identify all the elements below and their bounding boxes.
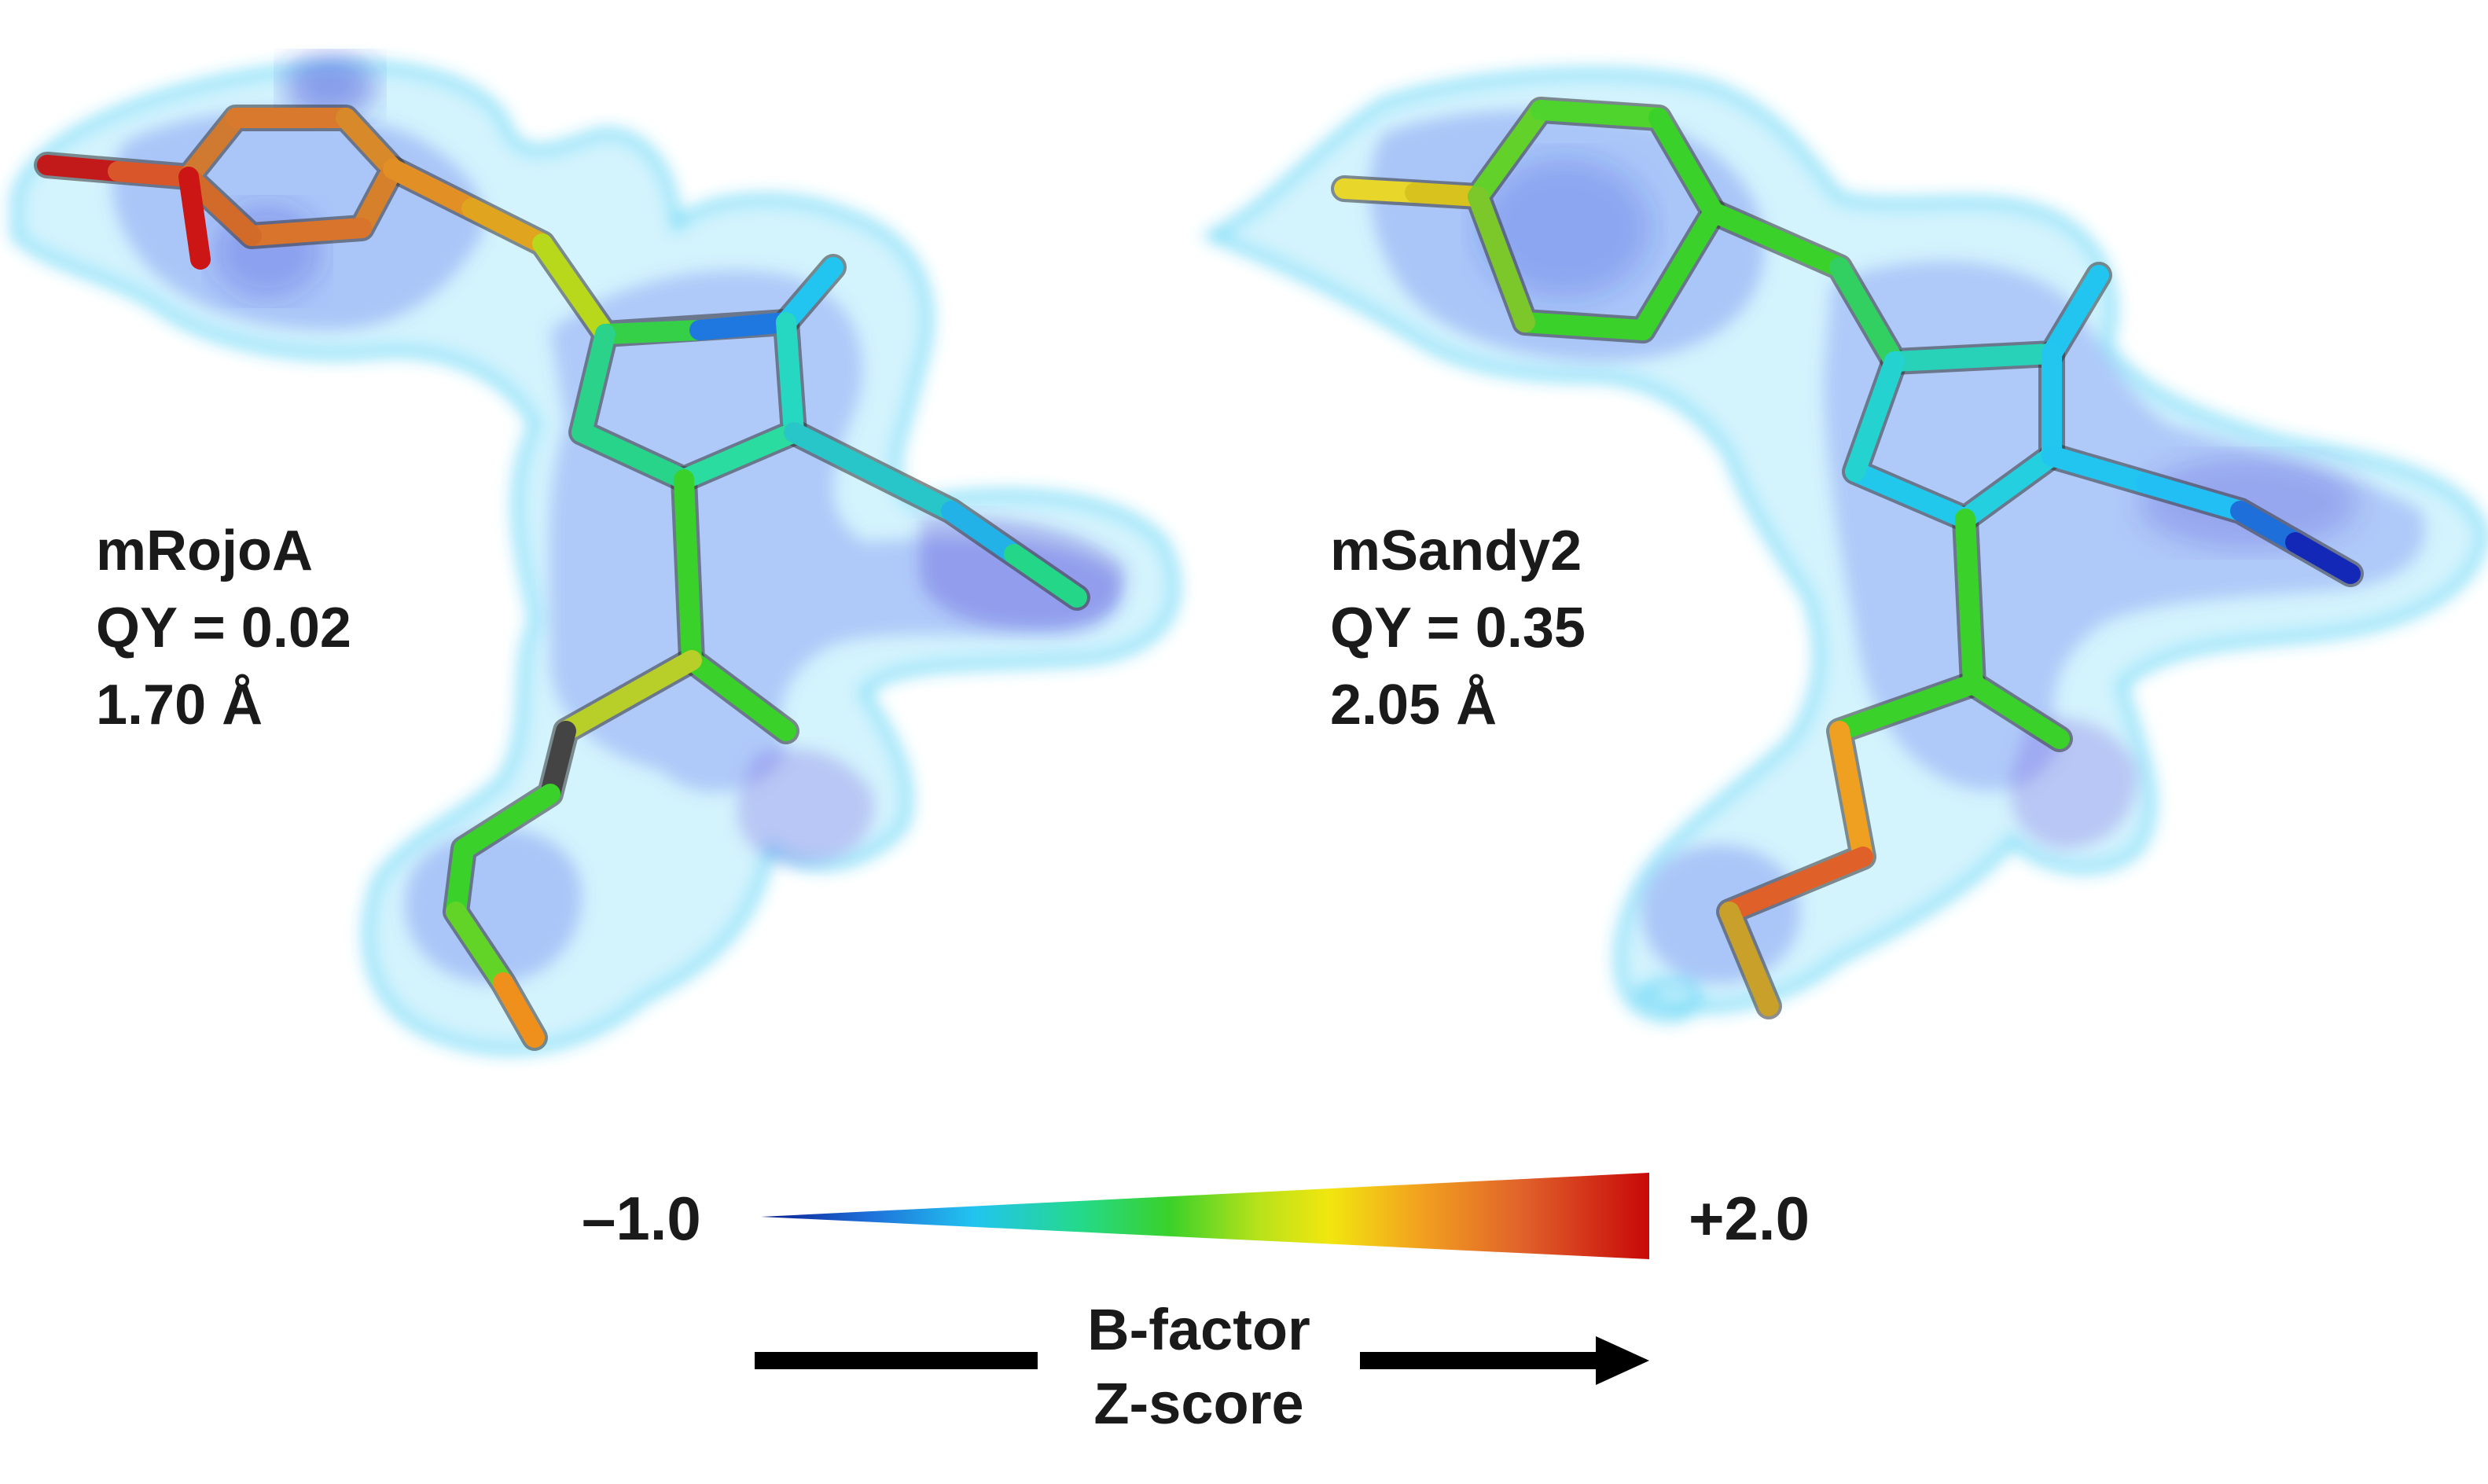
resolution: 1.70 Å (96, 674, 263, 736)
axis-title-line1: B-factor (1087, 1297, 1310, 1362)
panel-msandy2 (1200, 68, 2488, 1022)
scale-max-label: +2.0 (1689, 1184, 1810, 1253)
arrow-shaft-left (755, 1352, 1038, 1369)
quantum-yield: QY = 0.02 (96, 597, 351, 659)
color-gradient-wedge (761, 1173, 1649, 1259)
axis-title-line2: Z-score (1093, 1371, 1304, 1436)
protein-name: mRojoA (96, 520, 313, 582)
panel-label-mrojoa: mRojoA QY = 0.02 1.70 Å (96, 512, 351, 744)
bfactor-scale (761, 1173, 1649, 1259)
resolution: 2.05 Å (1330, 674, 1498, 736)
axis-arrow (755, 1336, 1649, 1385)
chromophore-model-mrojoa (34, 105, 1090, 1051)
arrow-head-icon (1596, 1336, 1649, 1385)
protein-name: mSandy2 (1330, 520, 1582, 582)
arrow-shaft-right (1360, 1352, 1608, 1369)
scale-min-label: –1.0 (582, 1184, 701, 1253)
panel-label-msandy2: mSandy2 QY = 0.35 2.05 Å (1330, 512, 1586, 744)
chromophore-model-msandy2 (1331, 97, 2364, 1019)
quantum-yield: QY = 0.35 (1330, 597, 1586, 659)
panel-mrojoa (12, 55, 1180, 1054)
axis-title: B-factor Z-score (1046, 1293, 1352, 1441)
